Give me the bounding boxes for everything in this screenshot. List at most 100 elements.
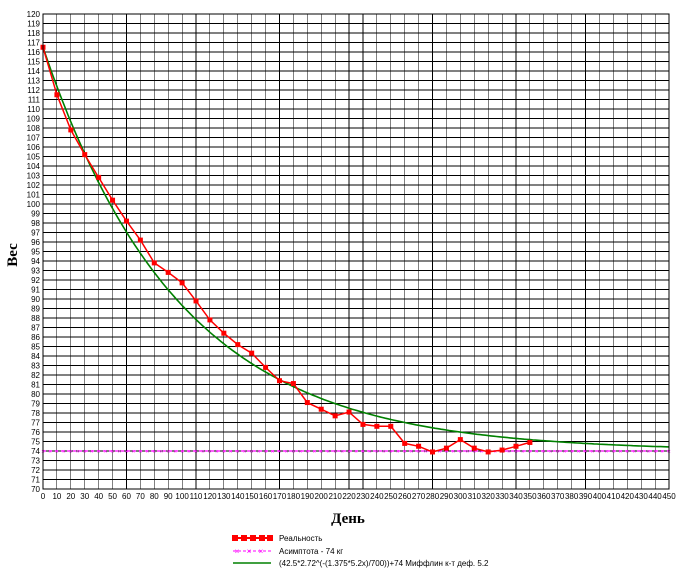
y-tick-label: 74	[31, 447, 40, 456]
x-tick-label: 240	[370, 492, 384, 501]
asymptote-marker: ×	[417, 450, 421, 456]
x-tick-label: 430	[634, 492, 648, 501]
real-point	[193, 298, 199, 304]
x-tick-label: 40	[94, 492, 103, 501]
y-tick-label: 90	[31, 295, 40, 304]
y-tick-label: 70	[31, 485, 40, 494]
x-tick-label: 130	[217, 492, 231, 501]
x-tick-label: 360	[537, 492, 551, 501]
legend-label-real: Реальность	[279, 534, 322, 543]
x-tick-label: 330	[495, 492, 509, 501]
real-point	[388, 423, 394, 429]
real-point	[430, 449, 436, 455]
y-tick-label: 78	[31, 409, 40, 418]
asymptote-marker: ×	[375, 450, 379, 456]
legend-item-fit: (42.5*2.72^(-(1.375*5.2x)/700))+74 Миффл…	[233, 559, 489, 568]
y-tick-label: 103	[27, 172, 41, 181]
svg-text:×: ×	[247, 547, 252, 556]
x-tick-label: 290	[440, 492, 454, 501]
real-point	[68, 127, 74, 133]
real-point	[471, 445, 477, 451]
y-tick-label: 116	[27, 48, 40, 57]
asymptote-marker: ×	[396, 450, 400, 456]
asymptote-marker: ×	[159, 450, 163, 456]
x-tick-label: 350	[523, 492, 537, 501]
asymptote-marker: ×	[278, 450, 282, 456]
asymptote-marker: ×	[271, 450, 275, 456]
svg-text:×: ×	[235, 547, 240, 556]
x-tick-label: 160	[259, 492, 273, 501]
real-point	[360, 421, 366, 427]
real-point	[123, 218, 129, 224]
asymptote-marker: ×	[646, 450, 650, 456]
y-tick-label: 119	[27, 20, 40, 29]
real-point	[96, 174, 102, 180]
asymptote-marker: ×	[90, 450, 94, 456]
asymptote-marker: ×	[570, 450, 574, 456]
y-tick-label: 91	[31, 286, 40, 295]
asymptote-marker: ×	[424, 450, 428, 456]
x-tick-label: 220	[342, 492, 356, 501]
asymptote-marker: ×	[104, 450, 108, 456]
y-tick-label: 96	[31, 238, 40, 247]
real-point	[263, 364, 269, 370]
x-tick-label: 60	[122, 492, 131, 501]
y-tick-label: 80	[31, 390, 40, 399]
x-tick-label: 100	[175, 492, 189, 501]
real-point	[513, 443, 519, 449]
y-tick-label: 95	[31, 248, 40, 257]
plot-border	[42, 13, 670, 490]
asymptote-marker: ×	[549, 450, 553, 456]
y-tick-label: 89	[31, 305, 40, 314]
y-tick-label: 75	[31, 438, 40, 447]
asymptote-marker: ×	[146, 450, 150, 456]
y-tick-label: 99	[31, 210, 40, 219]
asymptote-marker: ×	[299, 450, 303, 456]
asymptote-marker: ×	[403, 450, 407, 456]
x-tick-label: 340	[509, 492, 523, 501]
real-point	[485, 449, 491, 455]
x-tick-label: 280	[426, 492, 440, 501]
x-tick-label: 270	[412, 492, 426, 501]
asymptote-marker: ×	[243, 450, 247, 456]
real-point	[179, 280, 185, 286]
asymptote-marker: ×	[62, 450, 66, 456]
asymptote-marker: ×	[201, 450, 205, 456]
x-tick-label: 0	[41, 492, 46, 501]
asymptote-marker: ×	[153, 450, 157, 456]
asymptote-marker: ×	[319, 450, 323, 456]
asymptote-marker: ×	[166, 450, 170, 456]
asymptote-marker: ×	[368, 450, 372, 456]
real-point	[527, 439, 533, 445]
y-tick-label: 84	[31, 352, 40, 361]
y-tick-label: 93	[31, 267, 40, 276]
y-tick-label: 97	[31, 229, 40, 238]
y-tick-label: 94	[31, 257, 40, 266]
asymptote-marker: ×	[194, 450, 198, 456]
asymptote-marker: ×	[354, 450, 358, 456]
x-tick-label: 390	[579, 492, 593, 501]
y-tick-label: 110	[27, 105, 40, 114]
y-tick-label: 120	[27, 10, 41, 19]
asymptote-marker: ×	[222, 450, 226, 456]
y-tick-label: 104	[27, 162, 41, 171]
asymptote-marker: ×	[48, 450, 52, 456]
asymptote-marker: ×	[660, 450, 664, 456]
y-tick-label: 72	[31, 466, 40, 475]
asymptote-marker: ×	[514, 450, 518, 456]
y-tick-label: 102	[27, 181, 41, 190]
y-tick-label: 105	[27, 153, 41, 162]
series-fit-curve	[42, 47, 670, 448]
y-tick-label: 73	[31, 457, 40, 466]
y-tick-label: 117	[27, 39, 40, 48]
x-tick-label: 400	[593, 492, 607, 501]
y-tick-label: 92	[31, 276, 40, 285]
real-point	[110, 197, 116, 203]
x-tick-label: 70	[136, 492, 145, 501]
real-point	[249, 350, 255, 356]
asymptote-marker: ×	[132, 450, 136, 456]
real-point	[207, 317, 213, 323]
asymptote-marker: ×	[173, 450, 177, 456]
asymptote-marker: ×	[229, 450, 233, 456]
plot-frame	[42, 13, 670, 490]
